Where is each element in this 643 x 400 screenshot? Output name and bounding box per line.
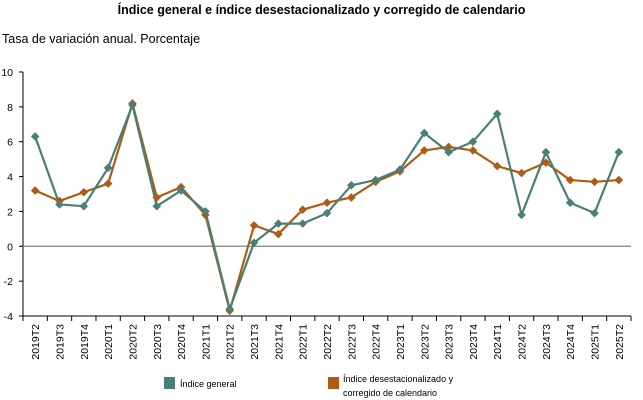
- series-markers: [30, 99, 624, 316]
- x-tick-label: 2023T3: [444, 324, 456, 360]
- y-tick-label: -2: [4, 276, 13, 288]
- data-point-series-0: [30, 132, 40, 141]
- series-lines: [34, 102, 620, 312]
- chart-title: Índice general e índice desestacionaliza…: [117, 3, 526, 17]
- data-point-series-0: [225, 304, 235, 314]
- y-tick-label: 0: [7, 241, 13, 253]
- legend-label-general: Índice general: [180, 379, 237, 389]
- data-point-series-1: [322, 198, 332, 208]
- data-point-series-1: [249, 221, 259, 230]
- data-point-series-1: [152, 193, 162, 202]
- legend-swatch-general: [164, 377, 175, 389]
- x-tick-label: 2020T1: [103, 324, 115, 360]
- x-tick-label: 2022T4: [371, 324, 383, 360]
- x-tick-label: 2025T1: [590, 324, 602, 360]
- x-tick-label: 2022T1: [298, 324, 310, 360]
- data-point-series-1: [565, 175, 575, 185]
- x-tick-label: 2019T2: [30, 324, 42, 360]
- x-tick-label: 2022T3: [346, 324, 358, 360]
- data-point-series-0: [274, 219, 283, 228]
- data-point-series-0: [565, 198, 575, 208]
- data-point-series-0: [590, 208, 599, 218]
- legend-swatch-desest: [328, 377, 339, 389]
- data-point-series-1: [517, 168, 526, 178]
- x-tick-label: 2023T2: [419, 324, 431, 360]
- data-point-series-0: [79, 201, 89, 211]
- x-tick-label: 2023T1: [395, 324, 407, 360]
- data-point-series-0: [201, 207, 210, 216]
- data-point-series-0: [347, 180, 356, 190]
- axes: -4 -2 0 2 4 6 8 10 2019T2 2019T3 2019T4 2020T1 2020T…: [1, 67, 632, 360]
- data-point-series-1: [298, 205, 307, 214]
- data-point-series-1: [103, 179, 113, 188]
- x-tick-label: 2021T2: [225, 324, 237, 360]
- legend-label-desest-line2: corregido de calendario: [343, 388, 437, 398]
- data-point-series-0: [395, 165, 405, 174]
- y-tick-label: 8: [7, 102, 13, 114]
- data-point-series-1: [30, 186, 40, 195]
- x-tick-label: 2024T1: [492, 324, 504, 360]
- y-tick-label: 2: [7, 206, 13, 218]
- y-tick-label: 6: [7, 137, 13, 149]
- data-point-series-0: [249, 238, 259, 248]
- x-tick-label: 2021T4: [273, 324, 285, 360]
- data-point-series-0: [492, 109, 502, 119]
- x-tick-label: 2022T2: [322, 324, 334, 360]
- x-tick-label: 2023T4: [468, 324, 480, 360]
- x-tick-label: 2019T4: [79, 324, 91, 360]
- data-point-series-1: [590, 177, 599, 187]
- data-point-series-1: [79, 187, 89, 197]
- data-point-series-0: [614, 147, 624, 157]
- data-point-series-1: [347, 193, 356, 202]
- x-tick-label: 2020T4: [176, 324, 188, 360]
- x-tick-label: 2024T4: [565, 324, 577, 360]
- data-point-series-0: [541, 147, 551, 157]
- x-tick-label: 2024T3: [541, 324, 553, 360]
- data-point-series-1: [274, 229, 283, 239]
- data-point-series-0: [103, 163, 113, 173]
- data-point-series-1: [444, 142, 453, 152]
- y-tick-label: 10: [1, 67, 13, 79]
- legend: Índice general Índice desestacionalizado…: [164, 374, 454, 398]
- series-line-1: [34, 102, 619, 312]
- data-point-series-0: [517, 210, 526, 220]
- data-point-series-1: [468, 146, 478, 155]
- data-point-series-0: [468, 137, 478, 147]
- data-point-series-0: [128, 100, 137, 110]
- data-point-series-0: [419, 128, 429, 138]
- y-tick-label: -4: [4, 311, 13, 323]
- data-point-series-0: [298, 219, 307, 228]
- x-tick-label: 2024T2: [517, 324, 529, 360]
- data-point-series-1: [492, 161, 502, 171]
- x-tick-label: 2021T3: [249, 324, 261, 360]
- data-point-series-0: [322, 208, 332, 218]
- x-tick-label: 2019T3: [54, 324, 66, 360]
- data-point-series-0: [371, 175, 380, 185]
- data-point-series-1: [614, 175, 624, 185]
- data-point-series-0: [176, 186, 186, 195]
- data-point-series-1: [541, 158, 551, 167]
- x-tick-label: 2021T1: [200, 324, 212, 360]
- chart-subtitle: Tasa de variación anual. Porcentaje: [2, 32, 201, 46]
- data-point-series-0: [444, 147, 453, 157]
- x-tick-label: 2020T2: [127, 324, 139, 360]
- y-tick-label: 4: [7, 172, 13, 184]
- data-point-series-0: [55, 200, 64, 209]
- legend-label-desest-line1: Índice desestacionalizado y: [343, 374, 454, 384]
- x-tick-label: 2020T3: [152, 324, 164, 360]
- x-tick-label: 2025T2: [614, 324, 626, 360]
- data-point-series-1: [419, 146, 429, 155]
- data-point-series-0: [152, 201, 162, 211]
